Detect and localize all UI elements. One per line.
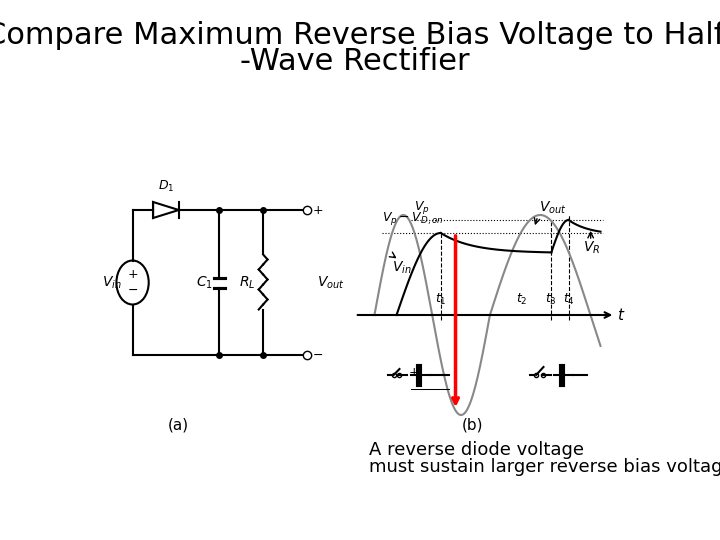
Text: $t_2$: $t_2$ [516,292,528,307]
Text: must sustain larger reverse bias voltage: must sustain larger reverse bias voltage [369,458,720,476]
Text: -Wave Rectifier: -Wave Rectifier [240,48,469,77]
Text: $V_p$: $V_p$ [414,199,429,216]
Text: $R_L$: $R_L$ [239,274,255,291]
Text: +: + [127,268,138,281]
Text: +: + [408,367,419,380]
Text: −: − [127,284,138,297]
Text: $t_4$: $t_4$ [562,292,575,307]
Text: −: − [313,348,323,361]
Text: $V_{in}$: $V_{in}$ [102,274,122,291]
Text: $t_3$: $t_3$ [546,292,557,307]
Text: $D_1$: $D_1$ [158,179,174,194]
Text: A reverse diode voltage: A reverse diode voltage [369,441,585,459]
Text: (b): (b) [462,417,483,433]
Text: $V_{out}$: $V_{out}$ [318,274,345,291]
Text: $V_{out}$: $V_{out}$ [539,200,567,216]
Text: $V_p - V_{D,on}$: $V_p - V_{D,on}$ [382,210,444,227]
Text: $C_1$: $C_1$ [196,274,213,291]
Text: $t$: $t$ [618,307,626,323]
Text: (a): (a) [168,417,189,433]
Text: $V_R$: $V_R$ [583,240,600,256]
Text: +: + [313,204,323,217]
Text: $t_1$: $t_1$ [435,292,446,307]
Text: Compare Maximum Reverse Bias Voltage to Half: Compare Maximum Reverse Bias Voltage to … [0,21,720,50]
Text: $V_{in}$: $V_{in}$ [392,260,411,276]
